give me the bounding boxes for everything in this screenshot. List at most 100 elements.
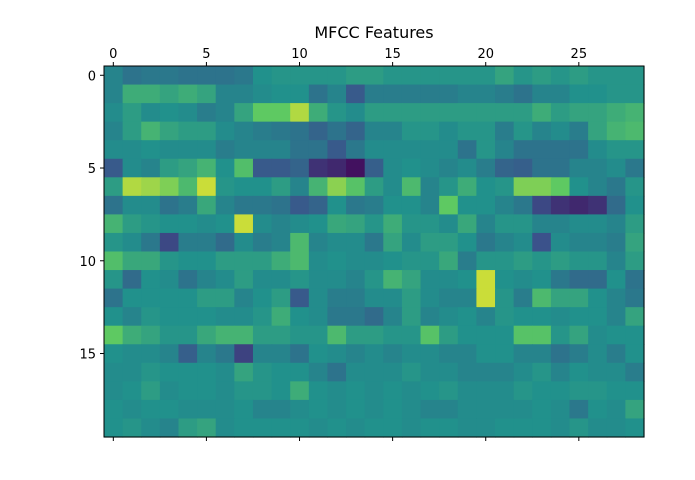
- heatmap-cell: [346, 103, 366, 123]
- heatmap-cell: [178, 344, 198, 364]
- heatmap-cell: [588, 325, 608, 345]
- heatmap-cell: [457, 344, 478, 364]
- heatmap-cell: [290, 177, 310, 197]
- heatmap-cell: [588, 288, 608, 308]
- heatmap-cell: [178, 325, 198, 345]
- heatmap-cell: [104, 121, 124, 141]
- heatmap-cell: [104, 270, 124, 290]
- heatmap-cell: [420, 103, 440, 123]
- x-tick-label: 25: [571, 47, 588, 62]
- heatmap-cell: [513, 214, 533, 234]
- heatmap-cell: [495, 214, 515, 234]
- heatmap-cell: [197, 362, 217, 382]
- heatmap-cell: [234, 121, 254, 141]
- heatmap-cell: [420, 344, 440, 364]
- heatmap-cell: [159, 325, 180, 345]
- heatmap-cell: [606, 399, 626, 420]
- heatmap-cell: [252, 140, 273, 160]
- heatmap-cell: [178, 418, 198, 438]
- heatmap-cell: [364, 307, 384, 327]
- heatmap-cell: [457, 214, 478, 234]
- heatmap-cell: [569, 381, 589, 401]
- heatmap-cell: [197, 158, 217, 178]
- heatmap-cell: [122, 288, 142, 308]
- heatmap-cell: [122, 140, 142, 160]
- heatmap-cell: [252, 103, 273, 123]
- heatmap-cell: [383, 307, 403, 327]
- heatmap-cell: [625, 158, 645, 178]
- heatmap-cell: [159, 399, 180, 420]
- heatmap-cell: [364, 270, 384, 290]
- heatmap-cell: [346, 177, 366, 197]
- heatmap-cell: [401, 232, 422, 253]
- heatmap-cell: [327, 399, 347, 420]
- heatmap-cell: [383, 325, 403, 345]
- heatmap-cell: [476, 214, 496, 234]
- heatmap-cell: [457, 418, 478, 438]
- heatmap-cell: [197, 103, 217, 123]
- heatmap-cell: [308, 344, 329, 364]
- heatmap-cell: [457, 270, 478, 290]
- heatmap-cell: [159, 158, 180, 178]
- heatmap-cell: [308, 251, 329, 271]
- heatmap-cell: [457, 195, 478, 215]
- heatmap-cell: [104, 251, 124, 271]
- heatmap-cell: [104, 177, 124, 197]
- heatmap-cell: [346, 270, 366, 290]
- heatmap-cell: [532, 140, 552, 160]
- heatmap-cell: [588, 66, 608, 86]
- heatmap-cell: [197, 288, 217, 308]
- heatmap-cell: [625, 307, 645, 327]
- heatmap-cell: [383, 399, 403, 420]
- heatmap-cell: [215, 66, 235, 86]
- heatmap-cell: [364, 66, 384, 86]
- heatmap-cell: [290, 103, 310, 123]
- heatmap-cell: [606, 232, 626, 253]
- heatmap-cell: [197, 270, 217, 290]
- heatmap-cell: [401, 362, 422, 382]
- heatmap-cell: [606, 288, 626, 308]
- heatmap-cell: [476, 177, 496, 197]
- heatmap-cell: [346, 158, 366, 178]
- heatmap-cell: [457, 158, 478, 178]
- heatmap-cell: [439, 399, 459, 420]
- heatmap-cell: [234, 177, 254, 197]
- heatmap-cell: [550, 270, 571, 290]
- heatmap-cell: [197, 325, 217, 345]
- heatmap-cell: [550, 288, 571, 308]
- heatmap-cell: [104, 158, 124, 178]
- heatmap-cell: [457, 251, 478, 271]
- heatmap-cell: [252, 344, 273, 364]
- heatmap-cell: [346, 362, 366, 382]
- heatmap-cell: [513, 325, 533, 345]
- heatmap-cell: [159, 177, 180, 197]
- heatmap-cell: [346, 140, 366, 160]
- heatmap-cell: [141, 288, 161, 308]
- heatmap-cell: [588, 214, 608, 234]
- heatmap-cell: [569, 66, 589, 86]
- heatmap-cell: [252, 195, 273, 215]
- heatmap-cell: [495, 307, 515, 327]
- heatmap-cell: [513, 344, 533, 364]
- heatmap-cell: [178, 66, 198, 86]
- heatmap-cell: [495, 84, 515, 104]
- heatmap-cell: [625, 214, 645, 234]
- heatmap-cell: [178, 140, 198, 160]
- heatmap-cell: [550, 344, 571, 364]
- heatmap-cell: [141, 158, 161, 178]
- heatmap-cell: [271, 418, 291, 438]
- heatmap-cell: [364, 344, 384, 364]
- heatmap-cell: [569, 307, 589, 327]
- heatmap-cell: [271, 195, 291, 215]
- heatmap-cell: [252, 418, 273, 438]
- heatmap-cell: [141, 140, 161, 160]
- heatmap-cell: [364, 103, 384, 123]
- heatmap-cell: [513, 177, 533, 197]
- heatmap-cell: [569, 344, 589, 364]
- heatmap-cell: [104, 399, 124, 420]
- heatmap-cell: [569, 177, 589, 197]
- heatmap-cell: [532, 399, 552, 420]
- heatmap-cell: [290, 158, 310, 178]
- heatmap-cell: [346, 418, 366, 438]
- heatmap-cell: [346, 232, 366, 253]
